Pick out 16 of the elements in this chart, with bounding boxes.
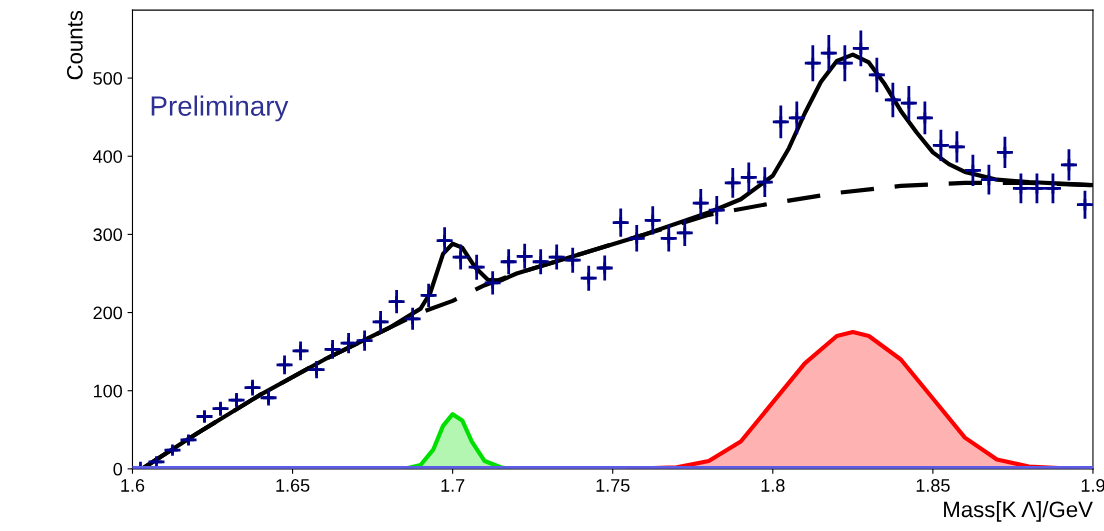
y-tick-label: 500	[93, 72, 123, 85]
x-tick-label: 1.6	[121, 479, 145, 492]
x-axis-title: Mass[K Λ]/GeV	[944, 500, 1093, 522]
x-tick-label: 1.75	[596, 479, 630, 492]
y-tick-label: 200	[93, 306, 123, 320]
y-tick-label: 100	[94, 384, 123, 398]
x-tick-label: 1.8	[761, 479, 785, 492]
y-tick-label: 0	[113, 462, 123, 476]
y-tick-label: 400	[93, 150, 123, 163]
y-axis-title: Counts	[66, 10, 83, 80]
annotation: Preliminary	[151, 95, 289, 122]
y-tick-label: 300	[93, 228, 123, 242]
x-tick-label: 1.7	[441, 479, 465, 492]
x-tick-label: 1.65	[276, 479, 310, 492]
x-tick-label: 1.85	[916, 479, 950, 492]
x-tick-label: 1.9	[1081, 479, 1104, 492]
